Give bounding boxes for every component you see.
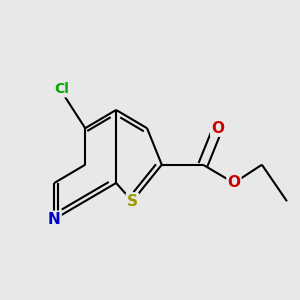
Text: N: N [48, 212, 61, 227]
Text: O: O [211, 121, 224, 136]
Text: S: S [127, 194, 138, 209]
Text: O: O [227, 176, 240, 190]
Text: Cl: Cl [54, 82, 69, 96]
